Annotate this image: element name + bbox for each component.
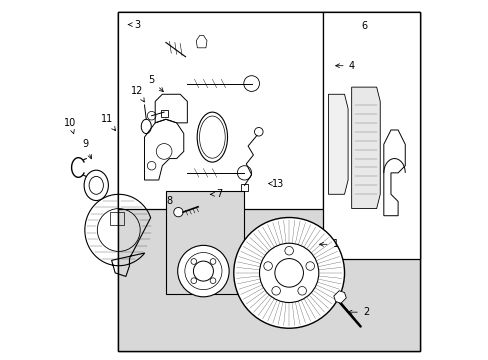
Polygon shape	[333, 291, 346, 303]
Bar	[323, 12, 419, 258]
Circle shape	[193, 261, 213, 281]
Circle shape	[191, 258, 196, 264]
Circle shape	[210, 278, 215, 284]
Circle shape	[274, 258, 303, 287]
Text: 3: 3	[128, 19, 140, 30]
Circle shape	[285, 247, 293, 255]
Text: 10: 10	[64, 118, 76, 134]
Polygon shape	[351, 87, 380, 208]
Bar	[110, 212, 124, 225]
Circle shape	[259, 243, 318, 302]
Bar	[118, 12, 323, 208]
Circle shape	[191, 278, 196, 284]
Text: 9: 9	[82, 139, 92, 159]
Text: 5: 5	[148, 75, 163, 92]
Circle shape	[263, 262, 272, 270]
Polygon shape	[328, 94, 347, 194]
Bar	[118, 12, 419, 351]
Text: 4: 4	[335, 61, 354, 71]
Circle shape	[233, 217, 344, 328]
Text: 1: 1	[319, 239, 338, 249]
Text: 13: 13	[268, 179, 284, 189]
Circle shape	[173, 207, 183, 217]
Text: 11: 11	[101, 114, 115, 131]
Text: 7: 7	[210, 189, 222, 199]
Ellipse shape	[84, 170, 108, 201]
Bar	[165, 191, 244, 294]
Circle shape	[271, 287, 280, 295]
Text: 6: 6	[360, 21, 366, 31]
Circle shape	[210, 258, 215, 264]
Bar	[160, 111, 167, 117]
Text: 8: 8	[166, 197, 178, 213]
Circle shape	[177, 246, 229, 297]
Circle shape	[297, 287, 306, 295]
Text: 12: 12	[131, 86, 144, 102]
Text: 2: 2	[347, 307, 368, 317]
Circle shape	[305, 262, 314, 270]
